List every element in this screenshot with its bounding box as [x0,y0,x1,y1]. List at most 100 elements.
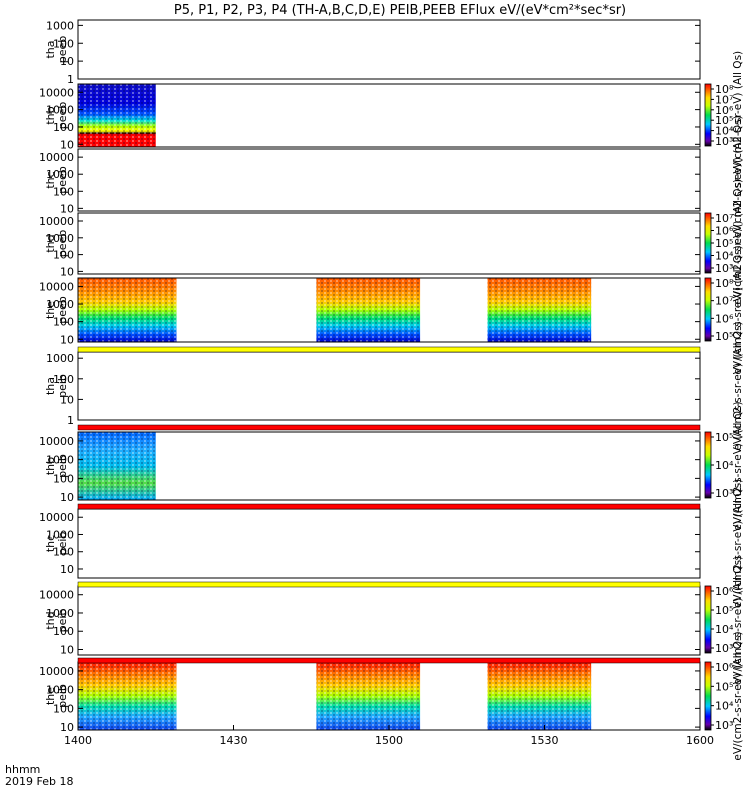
panel-thb_peeb: 10000 1000 100 10 thb peeb [39,83,701,151]
panel-frame-thd_peeb [77,212,701,275]
y-tick-label-the_peeb-2: 1000 [46,298,74,311]
panel-label-probe-the_peib: the [44,687,57,705]
panel-label-probe-thb_peeb: thb [44,106,57,124]
y-tick-label-thb_peib-4: 10 [60,491,74,504]
panel-thc_peeb: 10000 1000 100 10 thc peeb [39,148,701,215]
panel-label-thd_peeb: thd peeb [44,230,69,258]
y-tick-label-thd_peeb-4: 10 [60,265,74,278]
y-tick-label-thb_peib-3: 100 [53,472,74,485]
panel-label-thc_peeb: thc peeb [44,166,69,194]
spectrogram-texture-thb_peeb-1 [78,84,156,147]
colorbar-tick-label-thb_peeb-2: 10⁷ [715,93,733,106]
y-tick-label-thc_peib-4: 10 [60,563,74,576]
panel-label-product-thd_peib: peib [56,609,69,633]
panel-frame-thb_peeb [77,83,701,148]
colorbar-tick-label-thd_peeb-3: 10⁵ [715,237,733,250]
panel-label-probe-tha_peib: tha [44,377,57,395]
x-tick-label-1530: 1530 [531,734,559,747]
colorbar-thd_peeb [704,212,712,274]
y-tick-label-tha_peeb-3: 10 [60,55,74,68]
panel-label-the_peib: the peib [44,684,69,708]
panel-label-tha_peib: tha peib [44,374,69,398]
y-tick-label-thd_peib-3: 100 [53,625,74,638]
panel-label-probe-thc_peeb: thc [44,171,57,188]
y-tick-label-thb_peeb-4: 10 [60,138,74,151]
colorbar-tick-label-thb_peeb-5: 10⁴ [715,125,734,138]
colorbar-tick-label-thd_peeb-5: 10³ [715,262,733,275]
colorbar-tick-label-thd_peeb-1: 10⁷ [715,212,733,225]
panel-label-probe-thb_peib: thb [44,457,57,475]
panel-label-thb_peeb: thb peeb [44,102,69,130]
colorbar-tick-label-the_peib-4: 10³ [715,719,733,732]
panel-label-product-the_peeb: peeb [56,296,69,324]
panel-label-product-the_peib: peib [56,684,69,708]
y-tick-label-thd_peeb-3: 100 [53,249,74,262]
panel-thd_peeb: 10000 1000 100 10 thd peeb [39,212,701,278]
colorbar-label-thd_peib: eV/(cm2-s-sr-eV) (All Qs) [732,556,744,685]
y-tick-label-thd_peeb-1: 10000 [39,215,74,228]
y-tick-label-the_peib-3: 100 [53,702,74,715]
colorbar-tick-label-the_peib-1: 10⁶ [715,661,734,674]
colorbar-label-thc_peib: eV/(cm2-s-sr-eV) (All Qs) [732,479,744,608]
panel-label-product-thb_peib: peib [56,454,69,478]
colorbar-the_peib [704,661,712,731]
y-tick-label-thd_peeb-2: 1000 [46,232,74,245]
status-bar-after-the_peeb [77,346,701,353]
spectrogram-texture-the_peeb-1 [78,278,177,342]
panel-label-product-thb_peeb: peeb [56,102,69,130]
colorbar-tick-label-thb_peib-1: 10⁵ [715,431,733,444]
panel-label-thc_peib: thc peib [44,532,69,556]
y-tick-label-thb_peeb-2: 1000 [46,104,74,117]
panel-label-probe-thd_peib: thd [44,611,57,629]
colorbar-the_peeb [704,277,712,342]
y-tick-label-the_peeb-4: 10 [60,333,74,346]
spectrogram-texture-the_peib-1 [78,662,177,730]
panel-label-thb_peib: thb peib [44,454,69,478]
status-bar-after-thc_peib [77,581,701,588]
y-tick-label-tha_peib-3: 10 [60,393,74,406]
y-tick-label-thc_peeb-3: 100 [53,185,74,198]
y-tick-label-thc_peeb-2: 1000 [46,168,74,181]
y-tick-label-the_peeb-3: 100 [53,316,74,329]
y-tick-label-thb_peib-2: 1000 [46,454,74,467]
colorbar-label-thb_peeb: eV/(cm2-s-sr-eV) (All Qs) [732,51,744,180]
y-tick-label-the_peib-1: 10000 [39,665,74,678]
panel-frame-thc_peeb [77,148,701,212]
panel-label-product-thc_peib: peib [56,532,69,556]
colorbar-tick-label-the_peeb-1: 10⁸ [715,277,734,290]
panel-frame-thc_peib [77,508,701,579]
y-tick-label-thd_peib-2: 1000 [46,607,74,620]
panel-the_peib: 10000 1000 100 10 the peib [39,661,701,734]
panel-the_peeb: 10000 1000 100 10 the peeb [39,277,701,346]
x-axis-label-hhmm: hhmm [5,763,40,776]
panel-label-probe-thc_peib: thc [44,535,57,552]
panel-frame-the_peeb [77,277,701,343]
panel-label-thd_peib: thd peib [44,609,69,633]
colorbar-tick-label-thb_peeb-4: 10⁵ [715,114,733,127]
panel-label-the_peeb: the peeb [44,296,69,324]
colorbar-tick-label-thb_peib-3: 10³ [715,487,733,500]
y-tick-label-the_peeb-1: 10000 [39,280,74,293]
status-bar-after-thb_peib [77,503,701,510]
panel-thb_peib: 10000 1000 100 10 thb peib [39,431,701,504]
colorbar-label-tha_peib: eV/(cm2-s-sr-eV) (All Qs) [732,321,744,450]
colorbar-tick-label-thb_peeb-6: 10³ [715,135,733,148]
spectrogram-texture-the_peib-3 [487,662,592,730]
colorbar-thb_peeb [704,83,712,147]
y-tick-label-thb_peeb-3: 100 [53,121,74,134]
colorbar-tick-label-thd_peib-1: 10⁶ [715,585,734,598]
y-tick-label-thb_peeb-1: 10000 [39,86,74,99]
status-bar-after-thd_peib [77,657,701,664]
colorbar-label-the_peeb: eV/(cm2-s-sr-eV) (All Qs) [732,245,744,374]
colorbar-thd_peib [704,585,712,654]
y-tick-label-thc_peib-2: 1000 [46,528,74,541]
x-tick-label-1600: 1600 [686,734,714,747]
y-tick-label-thc_peib-1: 10000 [39,511,74,524]
colorbar-label-thb_peib: eV/(cm2-s-sr-eV) (All Qs) [732,401,744,530]
colorbar-tick-label-thd_peib-3: 10⁴ [715,623,734,636]
colorbar-tick-label-the_peeb-2: 10⁷ [715,295,733,308]
